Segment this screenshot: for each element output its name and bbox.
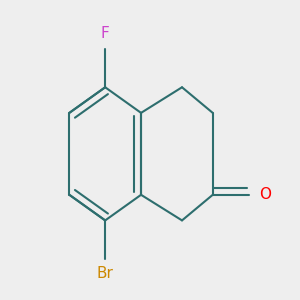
Text: Br: Br [97, 266, 114, 281]
Text: O: O [259, 187, 271, 202]
Text: F: F [101, 26, 110, 41]
